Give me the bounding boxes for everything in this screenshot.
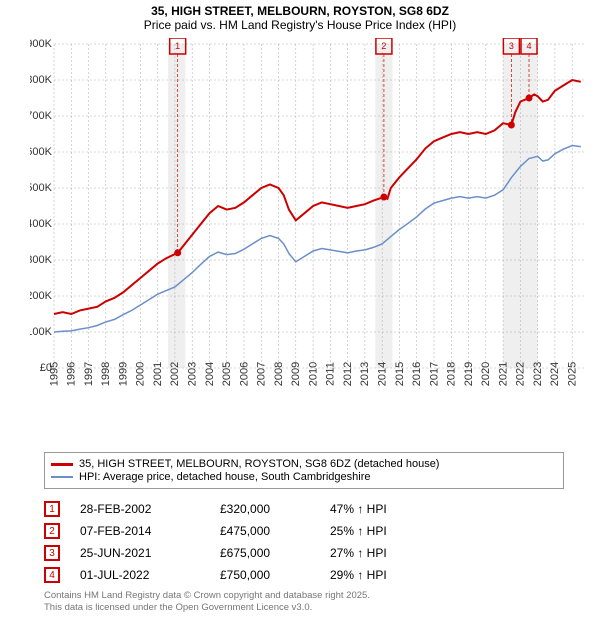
legend-label: HPI: Average price, detached house, Sout… (79, 471, 370, 483)
chart-title-block: 35, HIGH STREET, MELBOURN, ROYSTON, SG8 … (0, 0, 600, 32)
title-line-2: Price paid vs. HM Land Registry's House … (0, 18, 600, 32)
y-axis-label: £200K (30, 290, 53, 302)
x-axis-label: 2013 (359, 362, 371, 386)
x-axis-label: 1996 (66, 362, 78, 386)
legend-swatch (51, 463, 73, 466)
legend-box: 35, HIGH STREET, MELBOURN, ROYSTON, SG8 … (44, 452, 564, 489)
x-axis-label: 2007 (256, 362, 268, 386)
y-axis-label: £500K (30, 182, 53, 194)
series-hpi (54, 146, 581, 333)
x-axis-label: 2016 (411, 362, 423, 386)
sale-delta: 47% ↑ HPI (330, 502, 430, 516)
sale-date: 07-FEB-2014 (80, 524, 200, 538)
x-axis-label: 2015 (394, 362, 406, 386)
x-axis-label: 2001 (152, 362, 164, 386)
y-axis-label: £600K (30, 146, 53, 158)
sale-row-marker: 1 (44, 501, 60, 517)
x-axis-label: 2019 (463, 362, 475, 386)
sale-period-band (375, 44, 392, 368)
line-chart-svg: £0£100K£200K£300K£400K£500K£600K£700K£80… (30, 38, 590, 410)
x-axis-label: 2010 (307, 362, 319, 386)
x-axis-label: 2014 (376, 362, 388, 386)
legend-swatch (51, 476, 73, 478)
legend-row: HPI: Average price, detached house, Sout… (51, 471, 557, 483)
y-axis-label: £400K (30, 218, 53, 230)
x-axis-label: 2008 (273, 362, 285, 386)
chart-area: £0£100K£200K£300K£400K£500K£600K£700K£80… (30, 38, 590, 410)
y-axis-label: £700K (30, 110, 53, 122)
sale-delta: 27% ↑ HPI (330, 546, 430, 560)
x-axis-label: 2021 (497, 362, 509, 386)
sale-delta: 29% ↑ HPI (330, 568, 430, 582)
x-axis-label: 2017 (428, 362, 440, 386)
x-axis-label: 2024 (549, 362, 561, 386)
x-axis-label: 2012 (342, 362, 354, 386)
sale-marker-number-3: 3 (509, 41, 514, 51)
y-axis-label: £800K (30, 74, 53, 86)
x-axis-label: 2011 (325, 362, 337, 386)
sale-row: 3 25-JUN-2021 £675,000 27% ↑ HPI (44, 542, 564, 564)
x-axis-label: 1998 (100, 362, 112, 386)
sale-delta: 25% ↑ HPI (330, 524, 430, 538)
x-axis-label: 2023 (532, 362, 544, 386)
y-axis-label: £900K (30, 38, 53, 50)
sale-period-band (503, 44, 520, 368)
x-axis-label: 2020 (480, 362, 492, 386)
sale-date: 28-FEB-2002 (80, 502, 200, 516)
x-axis-label: 2003 (186, 362, 198, 386)
x-axis-label: 1997 (83, 362, 95, 386)
x-axis-label: 2022 (515, 362, 527, 386)
footer-line-1: Contains HM Land Registry data © Crown c… (44, 590, 564, 602)
sale-date: 01-JUL-2022 (80, 568, 200, 582)
sale-price: £475,000 (220, 524, 310, 538)
sale-row-marker: 3 (44, 545, 60, 561)
x-axis-label: 2002 (169, 362, 181, 386)
x-axis-label: 2004 (204, 362, 216, 386)
legend-label: 35, HIGH STREET, MELBOURN, ROYSTON, SG8 … (79, 458, 439, 470)
x-axis-label: 2009 (290, 362, 302, 386)
sale-period-band (168, 44, 185, 368)
x-axis-label: 2005 (221, 362, 233, 386)
title-line-1: 35, HIGH STREET, MELBOURN, ROYSTON, SG8 … (0, 4, 600, 18)
x-axis-label: 1999 (117, 362, 129, 386)
x-axis-label: 1995 (48, 362, 60, 386)
sale-price: £750,000 (220, 568, 310, 582)
sale-period-band (520, 44, 537, 368)
sales-table: 1 28-FEB-2002 £320,000 47% ↑ HPI 2 07-FEB-201… (44, 498, 564, 586)
x-axis-label: 2018 (446, 362, 458, 386)
x-axis-label: 2025 (566, 362, 578, 386)
chart-footer: Contains HM Land Registry data © Crown c… (44, 590, 564, 614)
sale-price: £320,000 (220, 502, 310, 516)
footer-line-2: This data is licensed under the Open Gov… (44, 602, 564, 614)
sale-marker-number-4: 4 (526, 41, 531, 51)
sale-price: £675,000 (220, 546, 310, 560)
sale-row: 1 28-FEB-2002 £320,000 47% ↑ HPI (44, 498, 564, 520)
x-axis-label: 2000 (135, 362, 147, 386)
y-axis-label: £100K (30, 326, 53, 338)
sale-marker-number-2: 2 (381, 41, 386, 51)
sale-date: 25-JUN-2021 (80, 546, 200, 560)
legend-row: 35, HIGH STREET, MELBOURN, ROYSTON, SG8 … (51, 458, 557, 470)
sale-row: 2 07-FEB-2014 £475,000 25% ↑ HPI (44, 520, 564, 542)
y-axis-label: £300K (30, 254, 53, 266)
sale-row-marker: 4 (44, 567, 60, 583)
sale-marker-number-1: 1 (175, 41, 180, 51)
sale-row-marker: 2 (44, 523, 60, 539)
sale-row: 4 01-JUL-2022 £750,000 29% ↑ HPI (44, 564, 564, 586)
series-property (54, 80, 581, 314)
x-axis-label: 2006 (238, 362, 250, 386)
